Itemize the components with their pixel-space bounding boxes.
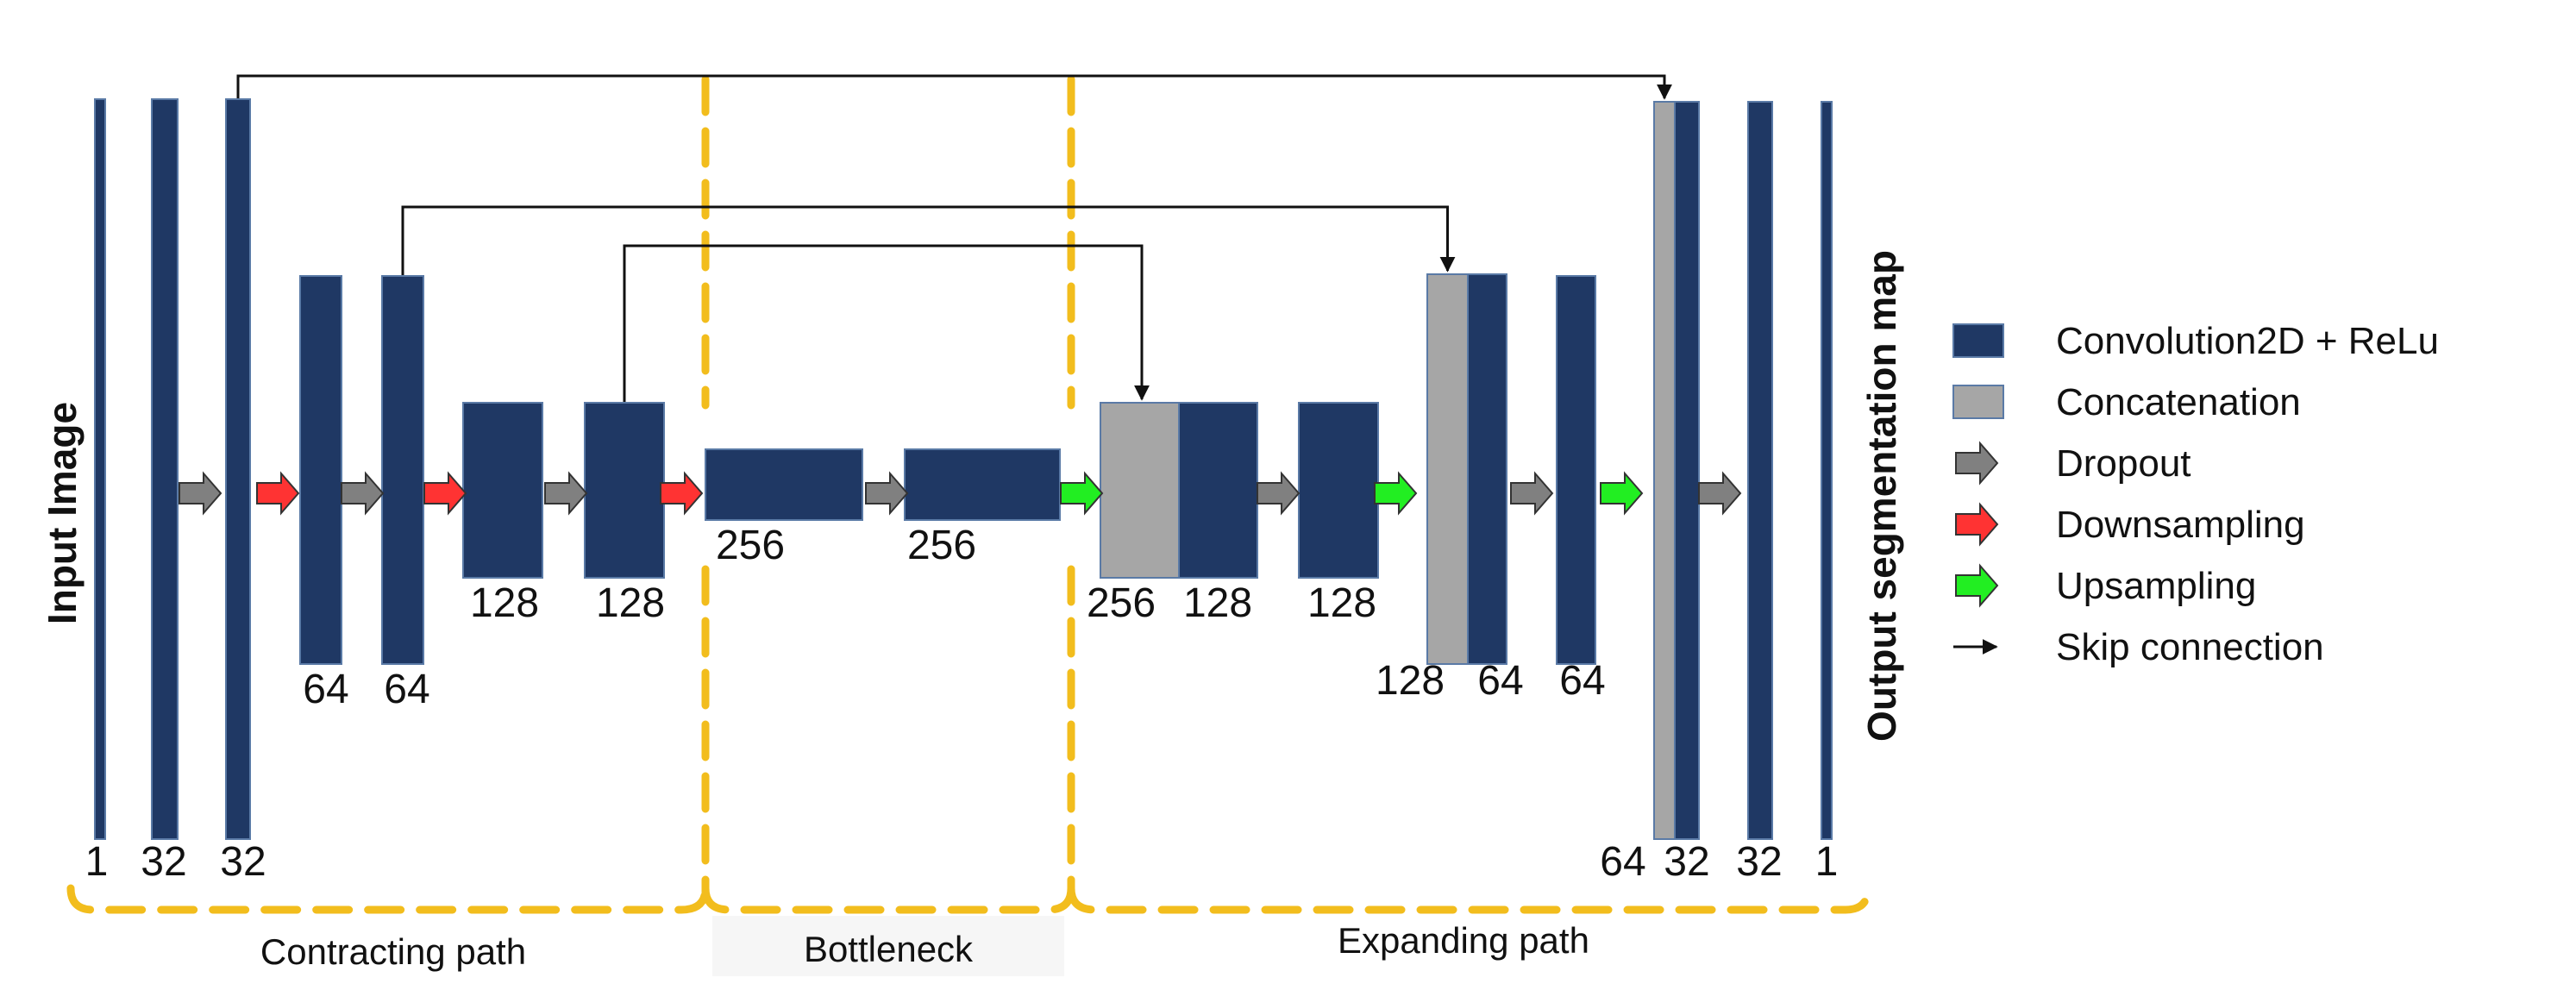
conv-block-e6 xyxy=(462,402,543,579)
upsampling-arrow-12 xyxy=(1600,471,1644,516)
channel-label-d5: 32 xyxy=(1664,839,1709,885)
legend: Convolution2D + ReLu Concatenation Dropout… xyxy=(1952,320,2439,668)
downsampling-arrow-4 xyxy=(423,471,467,516)
bottleneck-label-background xyxy=(712,916,1064,976)
skip-connection-e3-to-c3 xyxy=(236,74,1672,100)
legend-concat-swatch xyxy=(1952,385,2004,419)
contracting-path-border xyxy=(66,884,710,914)
legend-conv-swatch xyxy=(1952,323,2004,358)
channel-label-e1: 1 xyxy=(85,839,109,885)
channel-label-e3: 32 xyxy=(220,839,266,885)
legend-label-skip: Skip connection xyxy=(2056,626,2324,668)
dropout-arrow-1 xyxy=(179,471,223,516)
skip-connection-e5-to-c2 xyxy=(401,205,1456,276)
channel-label-c2: 128 xyxy=(1376,658,1445,704)
dropout-arrow-5 xyxy=(544,471,588,516)
skip-connections xyxy=(236,74,1672,403)
conv-block-e4 xyxy=(299,275,342,665)
skip-connection-e7-to-c1 xyxy=(623,244,1150,403)
channel-label-d2: 128 xyxy=(1307,580,1376,626)
channel-label-d3: 64 xyxy=(1477,658,1523,704)
output-segmentation-map-label: Output segmentation map xyxy=(1859,250,1904,742)
bottleneck-border xyxy=(701,884,1075,914)
channel-label-e7: 128 xyxy=(596,580,665,626)
conv-block-e5 xyxy=(381,275,424,665)
channel-label-e4: 64 xyxy=(303,667,348,712)
downsampling-arrow-2 xyxy=(256,471,300,516)
expanding-path-border xyxy=(1067,884,1872,914)
legend-label-dropout: Dropout xyxy=(2056,442,2191,485)
dropout-arrow-3 xyxy=(341,471,385,516)
channel-label-c3: 64 xyxy=(1600,839,1645,885)
conv-block-e1 xyxy=(94,98,106,840)
section-borders xyxy=(66,75,1872,914)
conv-block-d6 xyxy=(1747,101,1773,840)
channel-label-d1: 128 xyxy=(1183,580,1252,626)
legend-upsampling-icon xyxy=(1955,563,1999,608)
section-label-contracting: Contracting path xyxy=(260,931,526,972)
channel-label-d7: 1 xyxy=(1815,839,1839,885)
section-label-expanding: Expanding path xyxy=(1338,920,1589,961)
dropout-arrow-11 xyxy=(1510,471,1554,516)
channel-label-d6: 32 xyxy=(1736,839,1782,885)
channel-label-e5: 64 xyxy=(384,667,429,712)
concatenation-block-c3 xyxy=(1653,101,1676,840)
conv-block-d7 xyxy=(1821,101,1833,840)
channel-label-b2: 256 xyxy=(907,523,976,568)
conv-block-d3 xyxy=(1467,273,1507,665)
upsampling-arrow-10 xyxy=(1374,471,1418,516)
legend-label-upsampling: Upsampling xyxy=(2056,565,2256,607)
legend-dropout-icon xyxy=(1955,441,1999,486)
channel-label-c1: 256 xyxy=(1087,580,1156,626)
channel-label-d4: 64 xyxy=(1559,658,1605,704)
dropout-arrow-13 xyxy=(1698,471,1742,516)
section-label-bottleneck: Bottleneck xyxy=(804,929,974,969)
dropout-arrow-9 xyxy=(1257,471,1301,516)
conv-block-e2 xyxy=(151,98,179,840)
legend-label-conv: Convolution2D + ReLu xyxy=(2056,320,2439,362)
conv-block-b2 xyxy=(904,448,1061,521)
conv-block-d4 xyxy=(1556,275,1596,665)
legend-label-downsampling: Downsampling xyxy=(2056,504,2305,546)
legend-label-concat: Concatenation xyxy=(2056,381,2301,423)
channel-label-e2: 32 xyxy=(141,839,186,885)
channel-label-b1: 256 xyxy=(716,523,785,568)
conv-block-e3 xyxy=(225,98,251,840)
operation-arrows xyxy=(179,471,1742,516)
dropout-arrow-7 xyxy=(865,471,909,516)
channel-label-e6: 128 xyxy=(470,580,539,626)
conv-block-d2 xyxy=(1298,402,1379,579)
conv-block-d1 xyxy=(1178,402,1258,579)
conv-block-e7 xyxy=(584,402,665,579)
downsampling-arrow-6 xyxy=(660,471,704,516)
concatenation-block-c2 xyxy=(1426,273,1469,665)
legend-downsampling-icon xyxy=(1955,502,1999,547)
input-image-label: Input Image xyxy=(40,402,85,624)
conv-block-b1 xyxy=(705,448,863,521)
upsampling-arrow-8 xyxy=(1060,471,1104,516)
conv-block-d5 xyxy=(1674,101,1700,840)
concatenation-block-c1 xyxy=(1100,402,1180,579)
